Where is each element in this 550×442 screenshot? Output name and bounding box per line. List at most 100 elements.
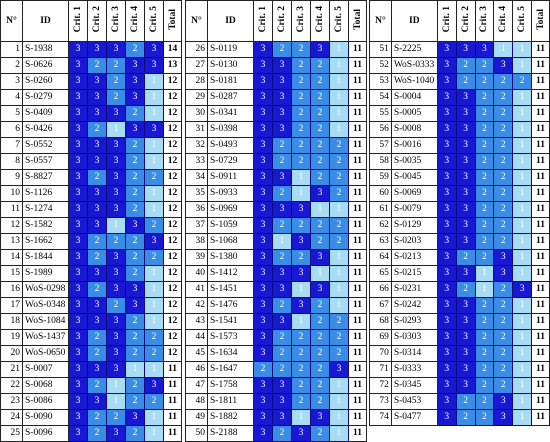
criterion-score: 2	[106, 89, 126, 106]
row-number: 50	[185, 425, 208, 442]
criterion-score: 2	[493, 89, 514, 106]
criterion-score: 1	[512, 409, 533, 426]
column-header-text: Crit. 5	[334, 6, 344, 33]
table-row: 33 S-0729 3 2 2 2 2 11	[185, 153, 367, 170]
criterion-score: 3	[253, 313, 273, 330]
criterion-score: 2	[291, 57, 311, 74]
criterion-score: 2	[87, 121, 107, 138]
total-score: 11	[348, 105, 367, 122]
criterion-score: 3	[493, 393, 514, 410]
table-row: 25 S-0096 3 2 3 2 1 11	[0, 425, 182, 442]
criterion-score: 3	[493, 409, 514, 426]
row-number: 63	[369, 233, 392, 250]
criterion-score: 3	[310, 41, 330, 58]
criterion-score: 1	[144, 73, 164, 90]
criterion-score: 2	[329, 153, 349, 170]
row-number: 1	[0, 41, 23, 58]
row-number: 42	[185, 297, 208, 314]
criterion-score: 2	[291, 153, 311, 170]
table-row: 63 S-0203 3 3 2 2 1 11	[369, 233, 550, 250]
table-row: 15 S-1989 3 3 3 2 1 12	[0, 265, 182, 282]
row-number: 35	[185, 185, 208, 202]
row-number: 4	[0, 89, 23, 106]
total-score: 12	[163, 313, 182, 330]
row-number: 5	[0, 105, 23, 122]
table-row: 39 S-1380 3 2 2 3 1 11	[185, 249, 367, 266]
criterion-score: 2	[329, 329, 349, 346]
row-number: 20	[0, 345, 23, 362]
criterion-score: 3	[253, 265, 273, 282]
record-id: S-2188	[207, 425, 254, 442]
criterion-score: 2	[474, 153, 495, 170]
table-row: 59 S-0045 3 3 2 2 1 11	[369, 169, 550, 186]
criterion-score: 3	[253, 41, 273, 58]
criterion-score: 2	[493, 73, 514, 90]
table-row: 17 WoS-0348 3 3 2 3 1 12	[0, 297, 182, 314]
table-row: 61 S-0079 3 3 2 2 1 11	[369, 201, 550, 218]
table-row: 28 S-0181 3 3 2 2 1 11	[185, 73, 367, 90]
criterion-score: 2	[310, 329, 330, 346]
criterion-score: 2	[125, 393, 145, 410]
criterion-score: 2	[291, 217, 311, 234]
table-row: 40 S-1412 3 3 3 1 1 11	[185, 265, 367, 282]
criterion-score: 2	[87, 233, 107, 250]
record-id: S-1882	[207, 409, 254, 426]
criterion-score: 3	[68, 57, 88, 74]
row-number: 51	[369, 41, 392, 58]
criterion-score: 3	[436, 233, 457, 250]
criterion-score: 3	[68, 329, 88, 346]
criterion-score: 3	[87, 313, 107, 330]
criterion-score: 1	[106, 121, 126, 138]
criterion-score: 3	[68, 41, 88, 58]
record-id: S-0477	[390, 409, 438, 426]
record-id: WoS-0298	[22, 281, 69, 298]
criterion-score: 2	[125, 185, 145, 202]
criterion-score: 3	[253, 121, 273, 138]
total-score: 11	[348, 409, 367, 426]
row-number: 54	[369, 89, 392, 106]
record-id: S-0333	[390, 361, 438, 378]
column-header: Crit. 3	[474, 0, 495, 42]
record-id: WoS-0650	[22, 345, 69, 362]
table-row: 55 S-0005 3 3 2 2 1 11	[369, 105, 550, 122]
table-row: 58 S-0035 3 3 2 2 1 11	[369, 153, 550, 170]
criterion-score: 3	[68, 265, 88, 282]
criterion-score: 3	[68, 281, 88, 298]
table-row: 3 S-0260 3 3 2 3 1 12	[0, 73, 182, 90]
column-header: N°	[0, 0, 23, 42]
column-header-text: Crit. 2	[277, 6, 287, 33]
criterion-score: 2	[310, 297, 330, 314]
record-id: S-1634	[207, 345, 254, 362]
criterion-score: 3	[106, 153, 126, 170]
table-row: 41 S-1451 3 3 1 3 1 11	[185, 281, 367, 298]
total-score: 11	[531, 233, 550, 250]
criterion-score: 2	[125, 153, 145, 170]
criterion-score: 3	[68, 169, 88, 186]
criterion-score: 2	[474, 377, 495, 394]
row-number: 62	[369, 217, 392, 234]
criterion-score: 2	[474, 89, 495, 106]
table-row: 11 S-1274 3 3 3 2 1 12	[0, 201, 182, 218]
criterion-score: 2	[125, 377, 145, 394]
criterion-score: 3	[87, 393, 107, 410]
criterion-score: 2	[291, 345, 311, 362]
criterion-score: 1	[329, 281, 349, 298]
criterion-score: 2	[291, 377, 311, 394]
criterion-score: 1	[512, 105, 533, 122]
header-row: N° ID Crit. 1 Crit. 2 Crit. 3 Crit. 4 Crit. 5 T…	[369, 0, 550, 42]
criterion-score: 3	[455, 201, 476, 218]
row-number: 18	[0, 313, 23, 330]
column-header: Crit. 2	[272, 0, 292, 42]
criterion-score: 2	[106, 297, 126, 314]
record-id: S-0626	[22, 57, 69, 74]
criterion-score: 1	[144, 105, 164, 122]
row-number: 15	[0, 265, 23, 282]
record-id: S-1573	[207, 329, 254, 346]
total-score: 11	[348, 185, 367, 202]
table-row: 38 S-1068 3 1 3 2 2 11	[185, 233, 367, 250]
total-score: 13	[163, 57, 182, 74]
column-header-text: Total	[167, 9, 178, 30]
criterion-score: 3	[68, 361, 88, 378]
criterion-score: 3	[436, 297, 457, 314]
criterion-score: 1	[329, 57, 349, 74]
